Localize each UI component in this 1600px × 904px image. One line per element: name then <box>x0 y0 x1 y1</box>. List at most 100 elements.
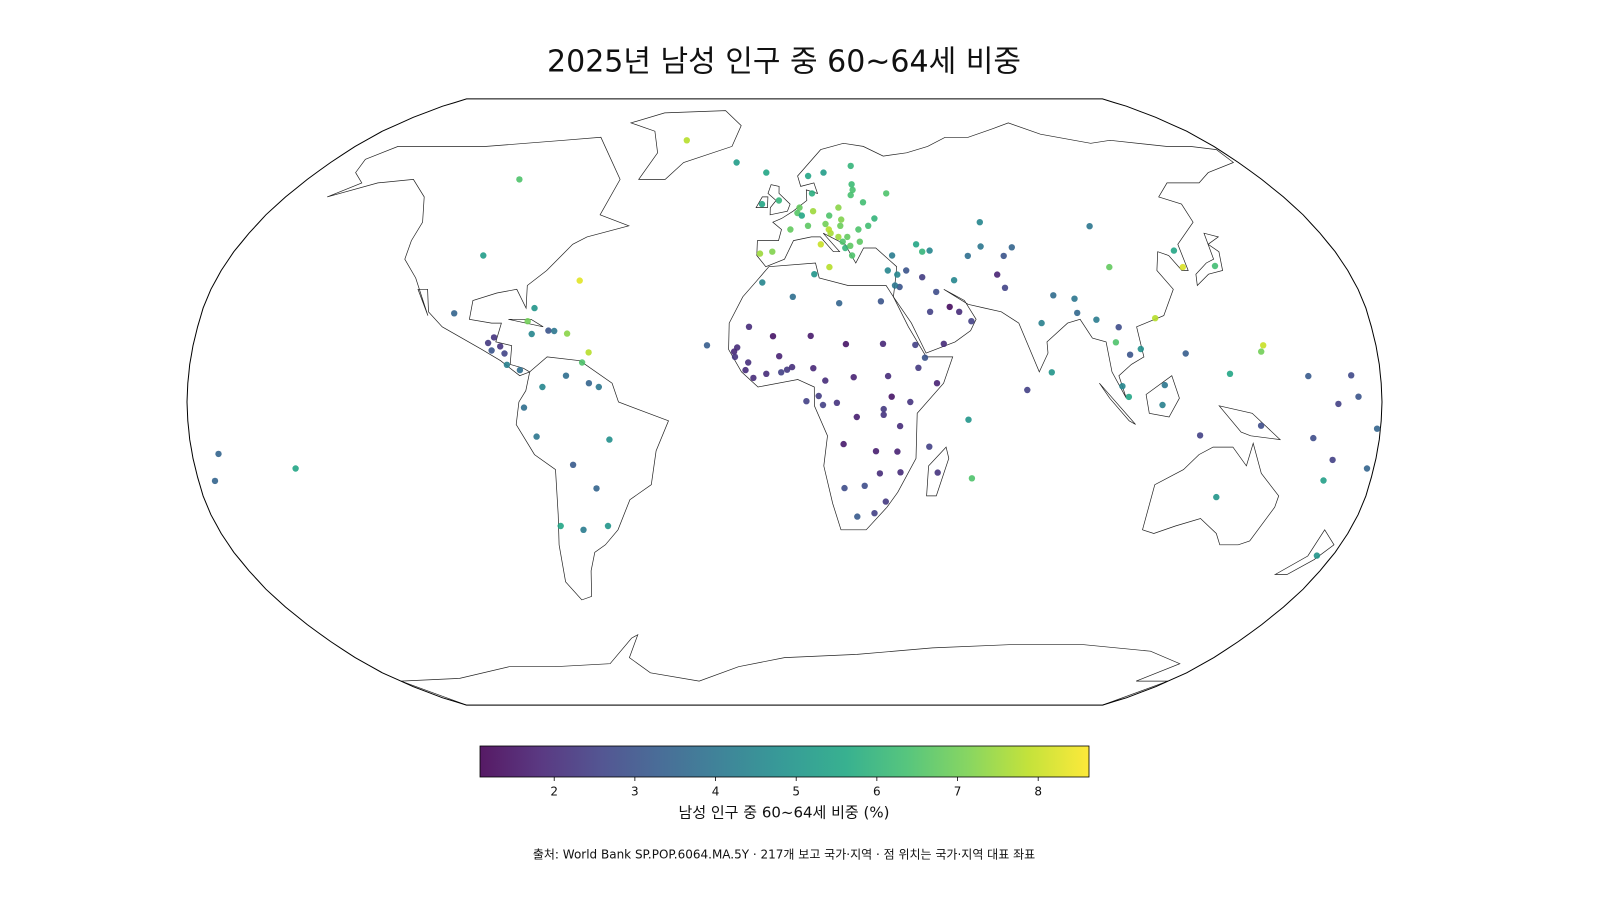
country-dot <box>604 522 612 530</box>
country-dot <box>585 349 592 356</box>
country-dot <box>516 176 523 183</box>
country-dot <box>950 277 958 284</box>
country-dot <box>1126 351 1134 358</box>
chart-title: 2025년 남성 인구 중 60~64세 비중 <box>547 45 1021 80</box>
country-dot <box>788 363 796 371</box>
country-dot <box>1329 456 1336 464</box>
country-dot <box>1305 372 1312 380</box>
country-dot <box>915 364 922 371</box>
country-dot <box>539 383 546 391</box>
country-dot <box>578 359 586 366</box>
country-dot <box>853 413 860 421</box>
country-dot <box>576 277 583 284</box>
country-dot <box>933 380 941 387</box>
country-dot <box>1115 324 1122 331</box>
country-dot <box>776 353 783 360</box>
country-dot <box>1050 292 1057 299</box>
country-dot <box>1363 465 1371 472</box>
country-dot <box>1179 263 1187 271</box>
country-dot <box>580 526 587 533</box>
country-dot <box>1170 247 1178 254</box>
landmass <box>1145 375 1180 418</box>
colorbar-tick-label: 7 <box>954 785 962 799</box>
country-dot <box>891 282 899 289</box>
source-note: 출처: World Bank SP.POP.6064.MA.5Y · 217개 … <box>533 848 1035 862</box>
country-dot <box>811 271 818 278</box>
country-dot <box>503 361 511 368</box>
country-dot <box>871 215 878 222</box>
landmass <box>327 136 630 377</box>
country-dot <box>826 263 833 271</box>
dot-layer <box>211 137 1381 559</box>
country-dot <box>856 238 863 245</box>
landmass <box>755 196 769 208</box>
country-dot <box>683 137 690 144</box>
country-dot <box>854 513 861 520</box>
country-dot <box>883 190 890 197</box>
country-dot <box>742 366 749 374</box>
country-dot <box>1071 295 1078 302</box>
country-dot <box>545 327 552 334</box>
country-dot <box>569 461 577 468</box>
country-dot <box>763 169 770 176</box>
country-dot <box>1335 400 1342 408</box>
landmass <box>1273 529 1335 575</box>
country-dot <box>933 288 940 296</box>
country-dot <box>733 159 740 166</box>
country-dot <box>804 172 812 180</box>
country-dot <box>1093 316 1100 323</box>
country-dot <box>783 366 791 373</box>
country-dot <box>934 469 941 476</box>
country-dot <box>968 318 975 325</box>
country-dot <box>1161 381 1169 389</box>
country-dot <box>894 271 901 278</box>
country-dot <box>775 197 783 204</box>
country-dot <box>841 484 848 492</box>
country-dot <box>847 191 854 199</box>
country-dot <box>826 212 833 219</box>
country-dot <box>977 243 984 250</box>
country-dot <box>769 248 776 255</box>
country-dot <box>1112 339 1120 346</box>
colorbar <box>479 745 1090 778</box>
country-dot <box>940 340 947 347</box>
country-dot <box>745 359 752 366</box>
country-dot <box>848 252 856 259</box>
country-dot <box>896 422 904 430</box>
country-dot <box>1182 350 1189 357</box>
country-dot <box>820 169 827 176</box>
country-dot <box>1310 434 1317 442</box>
landmass <box>1142 442 1280 546</box>
country-dot <box>809 208 817 215</box>
country-dot <box>926 247 933 254</box>
country-dot <box>865 222 872 229</box>
country-dot <box>1373 425 1381 432</box>
country-dot <box>819 401 827 409</box>
country-dot <box>1001 284 1009 291</box>
country-dot <box>1008 244 1015 251</box>
country-dot <box>488 347 495 354</box>
country-dot <box>833 399 841 406</box>
country-dot <box>769 333 777 340</box>
country-dot <box>490 334 498 341</box>
country-dot <box>1211 262 1219 270</box>
country-dot <box>1106 263 1113 271</box>
country-dot <box>1313 552 1321 559</box>
country-dot <box>787 226 794 233</box>
country-dot <box>1226 370 1234 377</box>
landmass <box>629 110 742 180</box>
country-dot <box>956 308 963 315</box>
colorbar-tick-label: 5 <box>792 785 800 799</box>
country-dot <box>835 204 842 211</box>
country-dot <box>855 226 862 233</box>
country-dot <box>750 374 757 382</box>
country-dot <box>1038 319 1045 327</box>
country-dot <box>215 450 222 458</box>
country-dot <box>731 353 739 361</box>
country-dot <box>877 298 885 305</box>
country-dot <box>1159 401 1166 409</box>
country-dot <box>211 477 219 485</box>
country-dot <box>756 250 764 257</box>
country-dot <box>835 233 842 241</box>
country-dot <box>836 300 843 307</box>
